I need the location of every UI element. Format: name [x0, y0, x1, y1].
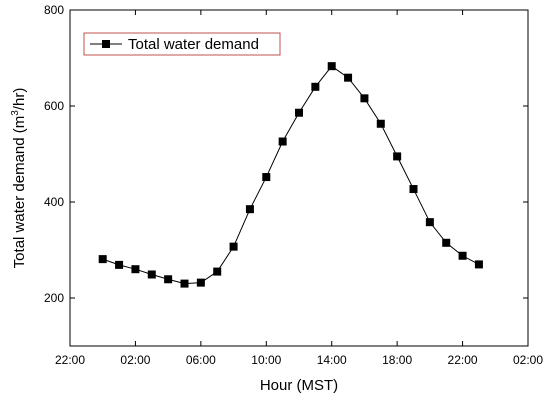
data-point [229, 242, 238, 251]
data-point [376, 119, 385, 128]
y-axis-title-sup: 3 [10, 110, 21, 116]
data-point [327, 62, 336, 71]
y-axis-title: Total water demand (m3/hr) [10, 88, 28, 269]
x-axis-title: Hour (MST) [260, 377, 338, 394]
legend-label: Total water demand [128, 36, 259, 53]
data-point [295, 108, 303, 117]
y-axis-ticks: 200 400 600 800 [44, 3, 528, 305]
x-axis-ticks: 22:00 02:00 06:00 10:00 14:00 18:00 22:00 02:00 [55, 10, 543, 367]
series-line [102, 65, 480, 285]
data-point [393, 152, 402, 161]
data-point [245, 205, 254, 214]
data-point [131, 265, 140, 274]
data-point [442, 238, 451, 247]
data-point [278, 137, 287, 146]
y-tick-label: 800 [44, 3, 64, 17]
x-tick-label: 10:00 [251, 353, 281, 367]
x-tick-label: 02:00 [513, 353, 543, 367]
data-point [311, 82, 320, 91]
data-point [262, 173, 271, 182]
data-point [164, 275, 173, 284]
y-tick-label: 200 [44, 291, 64, 305]
x-tick-label: 14:00 [317, 353, 347, 367]
data-point [474, 260, 483, 269]
data-point [425, 218, 434, 227]
y-axis-title-main: Total water demand (m [11, 116, 28, 269]
data-point [196, 278, 205, 287]
series-layer [98, 62, 483, 288]
x-tick-label: 06:00 [186, 353, 216, 367]
x-tick-label: 02:00 [120, 353, 150, 367]
data-point [213, 267, 222, 276]
y-tick-label: 400 [44, 195, 64, 209]
legend-marker [102, 40, 110, 48]
data-point [344, 73, 353, 82]
data-point [409, 185, 418, 194]
y-axis-title-tail: /hr) [11, 88, 28, 111]
data-point [147, 270, 156, 279]
legend: Total water demand [83, 32, 281, 56]
legend-box [83, 32, 281, 56]
x-tick-label: 22:00 [55, 353, 85, 367]
data-point [360, 94, 369, 103]
data-point [115, 260, 124, 269]
data-point [180, 279, 189, 288]
data-point [98, 255, 107, 264]
plot-frame [69, 9, 529, 347]
x-tick-label: 18:00 [382, 353, 412, 367]
y-tick-label: 600 [44, 99, 64, 113]
data-point [458, 251, 467, 260]
x-tick-label: 22:00 [448, 353, 478, 367]
